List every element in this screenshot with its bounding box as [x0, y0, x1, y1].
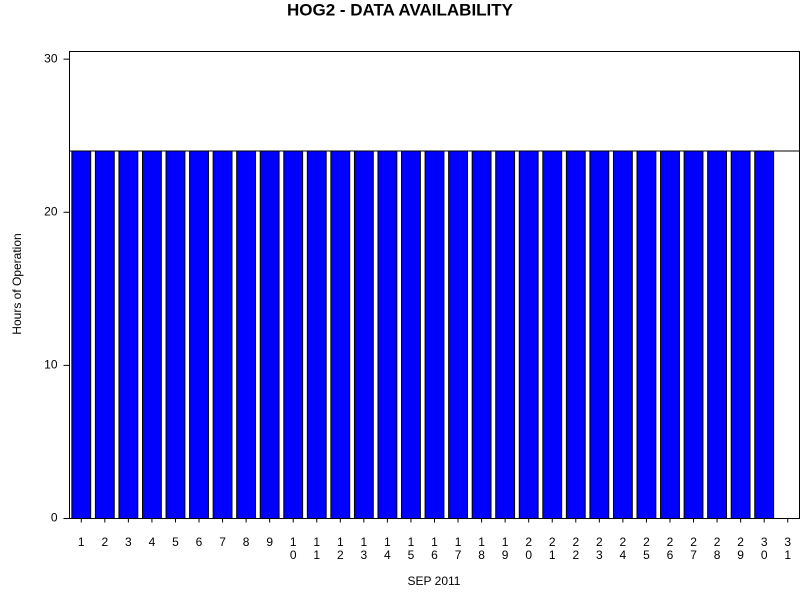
bar: [377, 150, 398, 519]
x-tick-label: 5: [172, 535, 179, 549]
bar: [518, 150, 539, 519]
bar: [283, 150, 304, 519]
bar: [707, 150, 728, 519]
bar: [448, 150, 468, 519]
x-tick-label: 3: [125, 535, 132, 549]
bar: [754, 150, 775, 519]
y-tick-label: 10: [44, 358, 58, 372]
bar: [471, 150, 492, 519]
bar: [71, 150, 92, 519]
chart-title: HOG2 - DATA AVAILABILITY: [287, 0, 514, 19]
bar: [353, 150, 374, 519]
bar: [401, 150, 421, 519]
y-tick-label: 20: [44, 204, 58, 218]
bar: [636, 150, 657, 519]
bar: [683, 150, 704, 519]
bar: [542, 150, 563, 519]
y-tick-label: 0: [51, 511, 58, 525]
bar: [259, 150, 280, 519]
bar: [565, 150, 586, 519]
y-axis-label: Hours of Operation: [10, 233, 24, 334]
bar: [330, 150, 351, 519]
bar: [94, 150, 115, 519]
bar: [495, 150, 516, 519]
bar: [730, 150, 751, 519]
x-tick-label: 8: [243, 535, 250, 549]
x-tick-label: 7: [219, 535, 226, 549]
y-tick-label: 30: [44, 51, 58, 65]
bar: [589, 150, 610, 519]
x-tick-label: 6: [196, 535, 203, 549]
bar: [660, 150, 680, 519]
x-tick-label: 2: [101, 535, 108, 549]
x-tick-label: 1: [78, 535, 85, 549]
bar: [424, 150, 445, 519]
x-tick-label: 9: [266, 535, 273, 549]
bar: [212, 150, 233, 519]
bar: [118, 150, 139, 519]
x-tick-label: 4: [149, 535, 156, 549]
bar: [142, 150, 162, 519]
bar: [165, 150, 186, 519]
bar: [612, 150, 633, 519]
bar: [306, 150, 327, 519]
bar: [236, 150, 257, 519]
bar: [189, 150, 209, 519]
x-axis-label: SEP 2011: [408, 574, 461, 588]
